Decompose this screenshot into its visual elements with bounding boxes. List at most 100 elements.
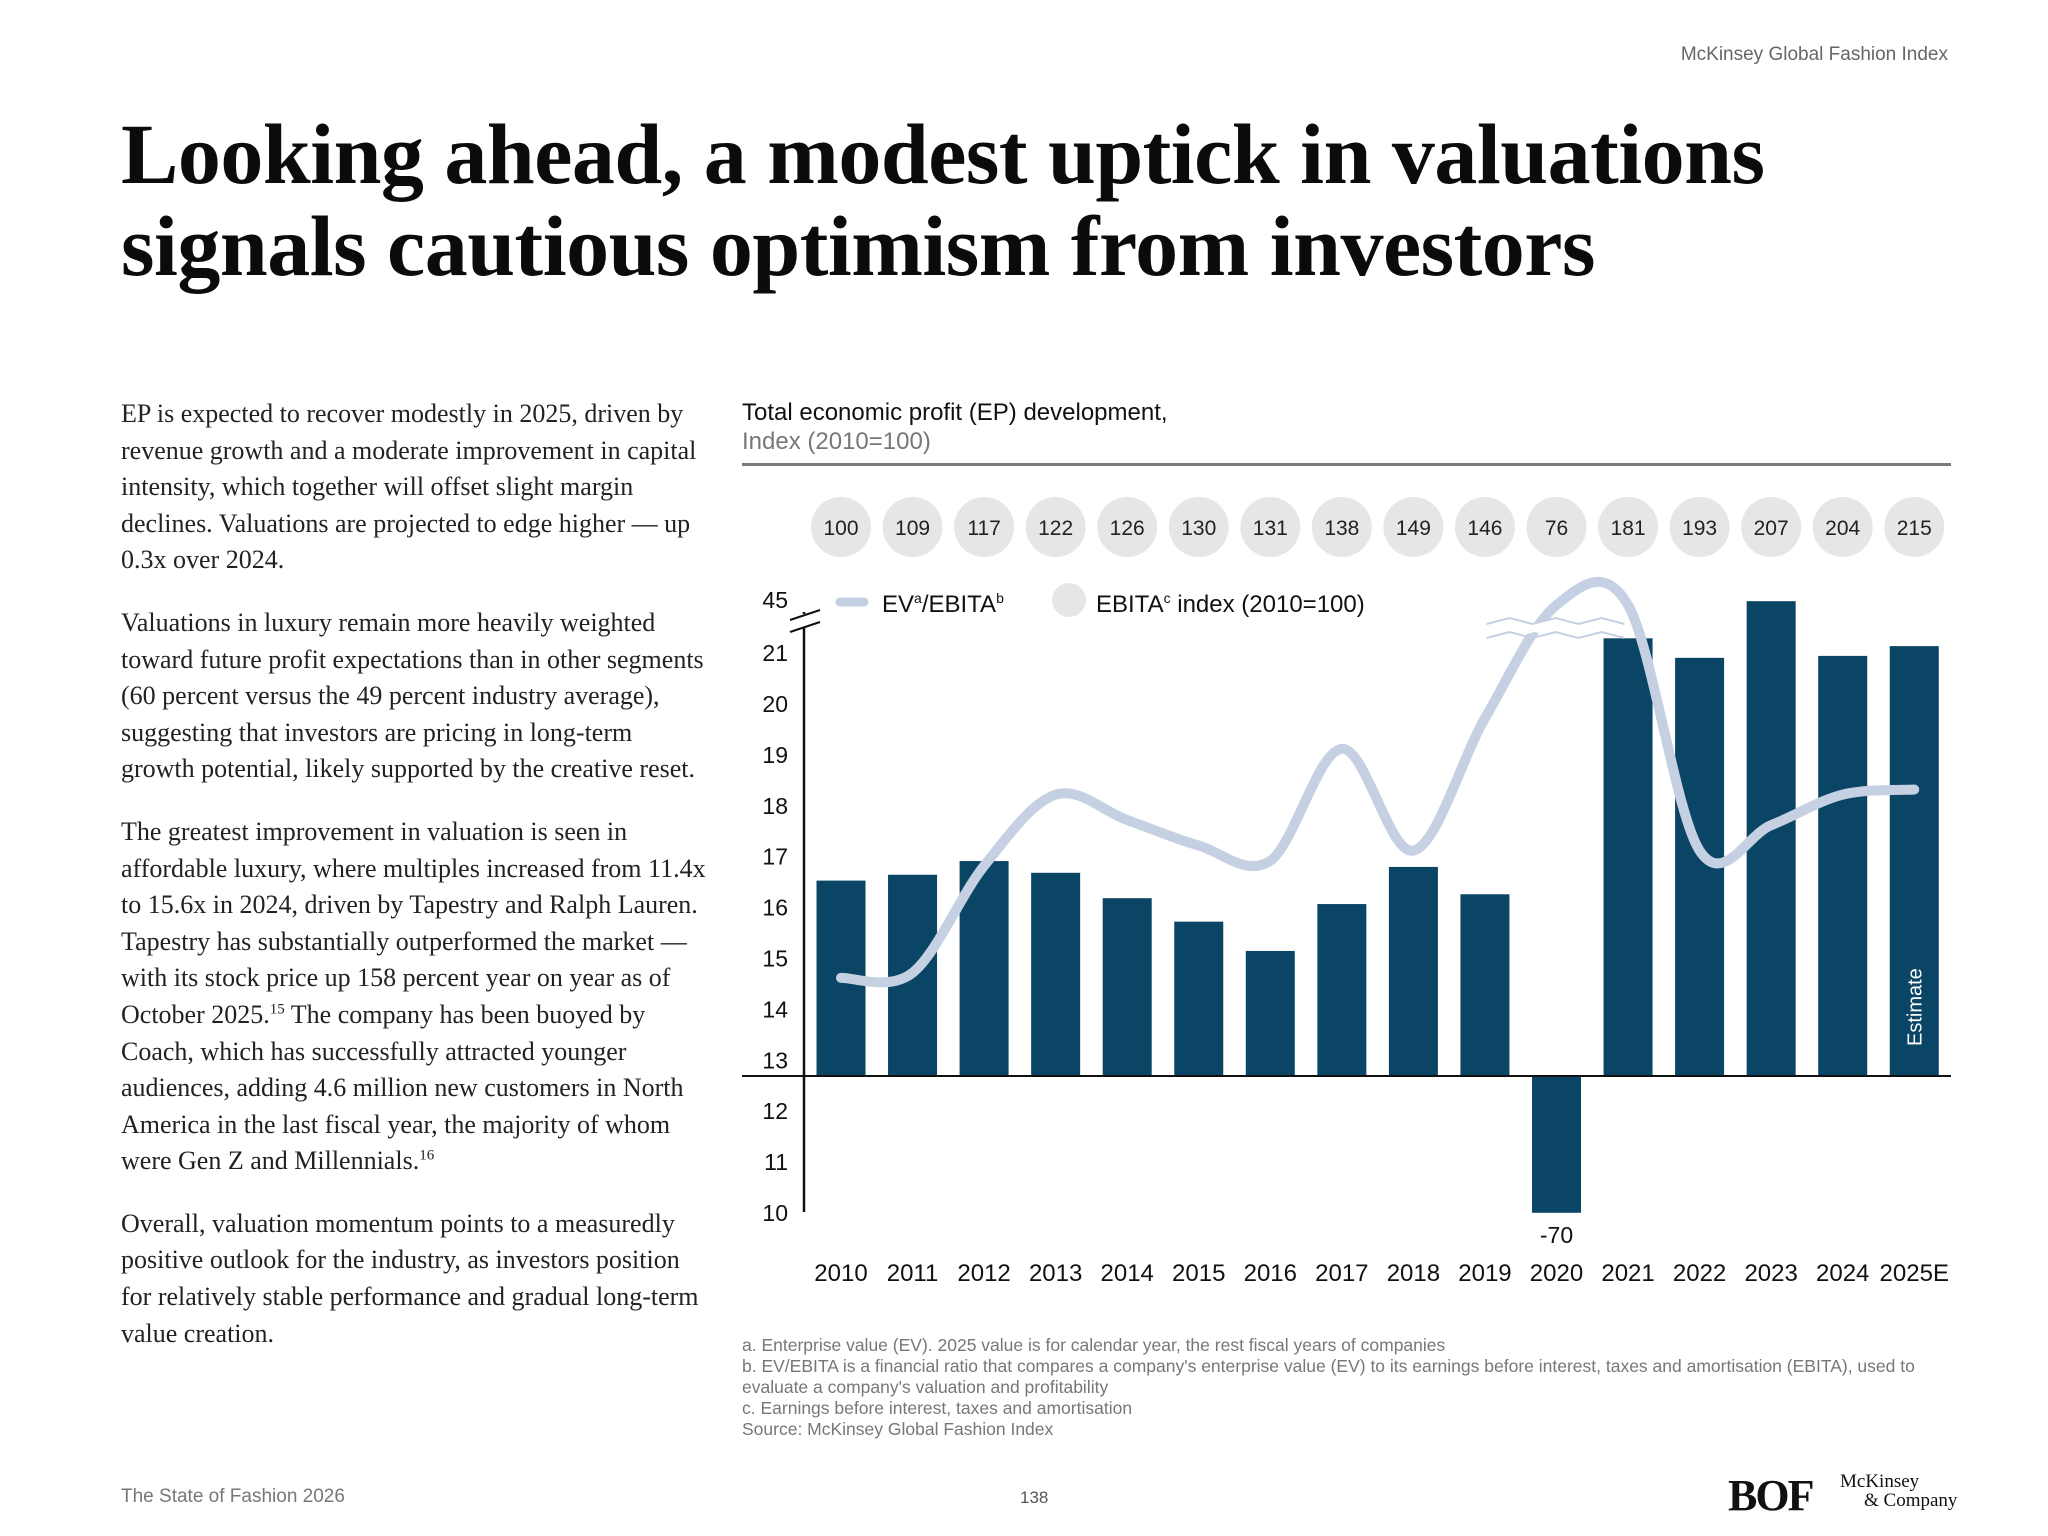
ebita-bubble-label: 76 [1545,517,1568,540]
ebita-bubble-label: 181 [1611,517,1646,540]
axis-break-mark [789,621,821,633]
ebita-bubble-label: 207 [1754,517,1789,540]
bar-data-label: -70 [1540,1222,1573,1248]
ebita-bubble [1669,497,1730,557]
estimate-label: Estimate [1904,968,1926,1046]
ebita-bubble-label: 193 [1682,517,1717,540]
line-break-mark [1486,616,1625,626]
y-tick-label: 11 [764,1149,788,1175]
y-tick-label: 21 [762,640,788,666]
ep-bar [1818,655,1868,1076]
x-tick-label: 2019 [1458,1260,1511,1287]
ev-ebita-path [836,577,1920,988]
ebita-bubble-label: 204 [1825,517,1860,540]
ep-bar [1388,866,1438,1076]
y-tick-label: 16 [762,895,788,921]
x-tick-label: 2016 [1244,1260,1297,1287]
y-tick-label: 14 [762,996,788,1022]
x-tick-label: 2024 [1816,1260,1869,1287]
title-line-2: signals cautious optimism from investors [121,198,1595,294]
ebita-bubble-label: 146 [1467,517,1502,540]
x-tick-label: 2015 [1172,1260,1225,1287]
bof-logo: BOF [1728,1471,1814,1520]
source-note: Source: McKinsey Global Fashion Index [742,1419,1054,1439]
mckinsey-logo: McKinsey & Company [1840,1471,1958,1511]
line-break-mark [1486,630,1625,640]
footnote-ref-16: 16 [419,1147,435,1164]
ebita-bubble-label: 122 [1038,517,1073,540]
paragraph-4: Overall, valuation momentum points to a … [121,1208,699,1348]
ebita-bubble [1383,497,1444,557]
axis-break-mark [789,609,821,621]
chart-title: Total economic profit (EP) development, … [742,398,1168,456]
ebita-bubble-label: 138 [1324,517,1359,540]
ebita-bubble [1240,497,1301,557]
ep-bar [1889,646,1939,1076]
legend-ebita-index: EBITAc index (2010=100) [1096,590,1365,618]
ep-bar [1532,1076,1581,1213]
ebita-bubble [811,497,871,557]
y-tick-label-break: 45 [762,587,788,613]
legend-ev-ebita: EVa/EBITAb [882,590,1004,618]
ebita-bubble [954,497,1015,557]
y-tick-label: 17 [762,844,788,870]
x-tick-label: 2023 [1744,1260,1797,1287]
y-tick-label: 13 [762,1047,788,1073]
ebita-bubble-label: 117 [967,517,1000,540]
ebita-bubble-label: 131 [1253,517,1288,540]
bars: -70 Estimate [816,601,1939,1248]
legend: EVa/EBITAb EBITAc index (2010=100) [835,583,1365,618]
ebita-bubble [1812,497,1873,557]
ebita-bubble [1025,497,1086,557]
x-tick-label: 2017 [1315,1260,1368,1287]
chart-subtitle: Index (2010=100) [742,428,931,455]
footnotes: a. Enterprise value (EV). 2025 value is … [742,1335,1962,1440]
paragraph-2: Valuations in luxury remain more heavily… [121,607,704,784]
ep-bar [1603,638,1653,1076]
x-tick-label: 2014 [1101,1260,1154,1287]
title-line-1: Looking ahead, a modest uptick in valuat… [121,106,1765,202]
ep-bar [1102,898,1152,1076]
x-tick-label: 2025E [1880,1260,1949,1287]
x-axis-labels: 2010 2011 2012 2013 2014 2015 2016 2017 2018 2019… [814,1260,1949,1287]
x-tick-label: 2022 [1673,1260,1726,1287]
ebita-bubble [1598,497,1659,557]
x-tick-label: 2013 [1029,1260,1082,1287]
footnote-a: a. Enterprise value (EV). 2025 value is … [742,1335,1446,1355]
x-tick-label: 2021 [1601,1260,1654,1287]
ebita-bubble [1741,497,1802,557]
page-title: Looking ahead, a modest uptick in valuat… [121,108,1921,292]
x-tick-label: 2012 [957,1260,1010,1287]
ebita-bubble-label: 100 [823,517,858,540]
y-tick-label: 19 [762,742,788,768]
legend-bubble-swatch [1052,583,1086,617]
ebita-bubble [1168,497,1229,557]
paragraph-3: The greatest improvement in valuation is… [121,814,706,1180]
x-tick-label: 2011 [887,1260,939,1287]
footnote-c: c. Earnings before interest, taxes and a… [742,1398,1133,1418]
ebita-bubble [1097,497,1158,557]
ebita-bubble-label: 149 [1396,517,1431,540]
ep-bar [1031,872,1081,1076]
x-tick-label: 2018 [1387,1260,1440,1287]
paragraph-1: EP is expected to recover modestly in 20… [121,399,697,575]
ebita-bubble [1884,497,1945,557]
ev-ebita-line [836,577,1920,988]
y-tick-label: 20 [762,691,788,717]
paragraph-3-text-b: The company has been buoyed by Coach, wh… [121,999,684,1176]
y-tick-label: 12 [762,1098,788,1124]
ebita-bubble-label: 130 [1181,517,1216,540]
ep-bar [1245,950,1295,1076]
y-tick-label: 10 [762,1200,788,1226]
ebita-bubble [882,497,943,557]
ebita-bubble-label: 215 [1897,517,1932,540]
ebita-bubble [1454,497,1515,557]
chart-title-rule [742,463,1951,466]
y-tick-label: 18 [762,793,788,819]
ebita-bubble-label: 109 [895,517,930,540]
ebita-bubble-label: 126 [1110,517,1145,540]
x-tick-label: 2010 [814,1260,867,1287]
ep-bar [1460,894,1510,1076]
ebita-bubble [1526,497,1587,557]
publication-header: McKinsey Global Fashion Index [1680,44,1948,65]
